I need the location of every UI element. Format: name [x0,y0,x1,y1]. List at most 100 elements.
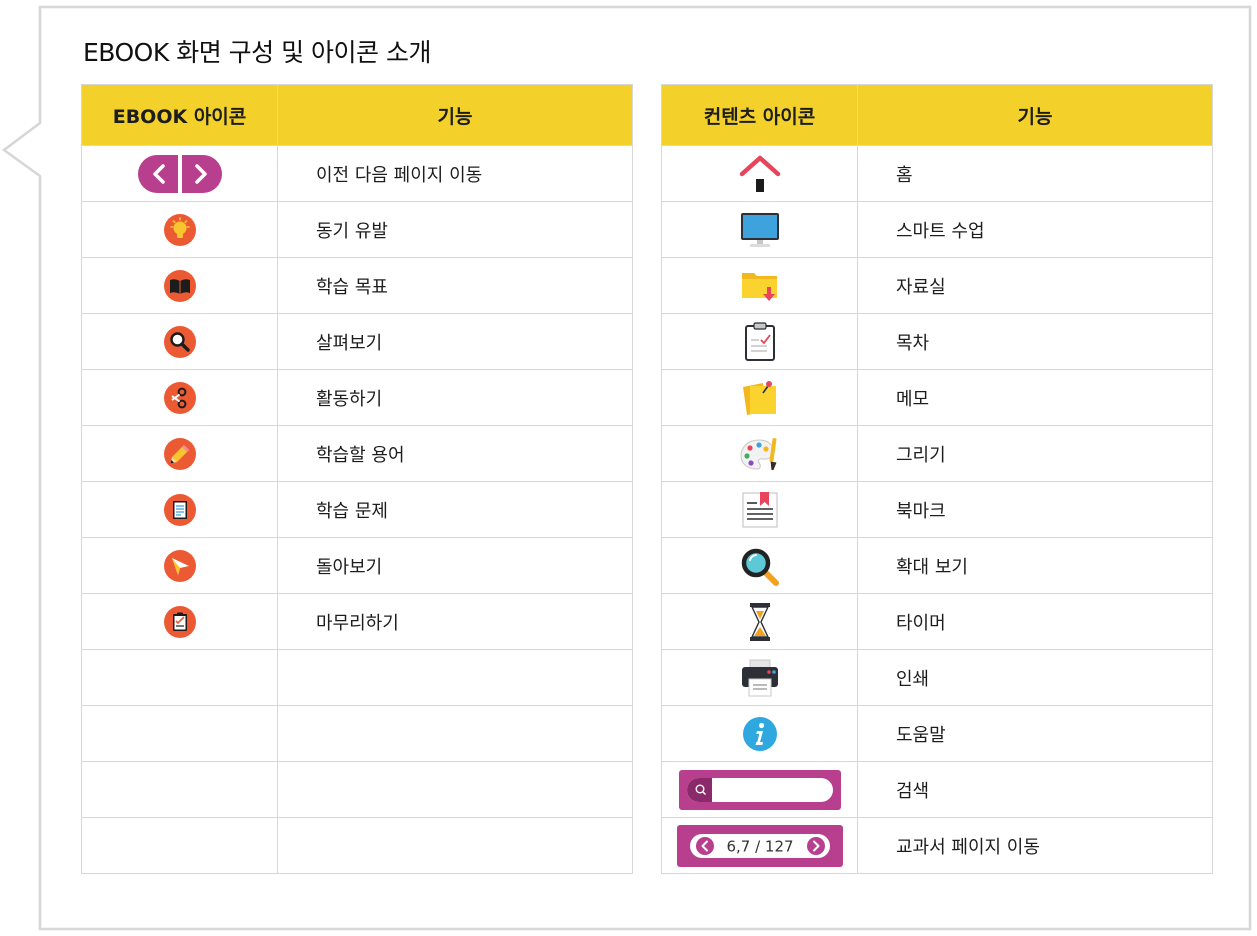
table-row: 인쇄 [661,649,1213,706]
row-label: 인쇄 [857,649,1213,706]
clipboard-icon[interactable] [739,321,781,362]
table-row: 메모 [661,369,1213,426]
icon-cell [81,761,278,818]
row-label: 학습 목표 [277,257,633,314]
magnifier-icon [163,325,196,358]
row-label [277,705,633,762]
row-label: 교과서 페이지 이동 [857,817,1213,874]
icon-cell [661,257,858,314]
icon-cell [661,145,858,202]
table-row: 자료실 [661,257,1213,314]
icon-cell [661,481,858,538]
table-row: 도움말 [661,705,1213,762]
row-label [277,761,633,818]
icon-cell [81,817,278,874]
icon-cell [81,369,278,426]
icon-cell [661,369,858,426]
bookmark-icon[interactable] [739,490,781,530]
zoom-icon[interactable] [739,546,781,586]
row-label: 활동하기 [277,369,633,426]
row-label: 목차 [857,313,1213,370]
content-function-column-header: 기능 [857,84,1213,146]
table-row: 그리기 [661,425,1213,482]
row-label: 검색 [857,761,1213,818]
document-icon [163,493,196,526]
home-icon[interactable] [739,154,781,194]
page-navigator-value: 6,7 / 127 [726,837,793,855]
table-row [81,649,633,706]
lightbulb-icon [163,213,196,246]
content-icon-table: 컨텐츠 아이콘 기능 홈 스마 [661,84,1213,874]
icon-cell [661,705,858,762]
table-row: 6,7 / 127 교과서 페이지 이동 [661,817,1213,874]
row-label: 확대 보기 [857,537,1213,594]
table-row: 돌아보기 [81,537,633,594]
table-row: 홈 [661,145,1213,202]
row-label: 이전 다음 페이지 이동 [277,145,633,202]
page-navigator-icon[interactable]: 6,7 / 127 [676,824,844,868]
icon-cell [81,145,278,202]
hourglass-icon[interactable] [739,602,781,642]
row-label: 도움말 [857,705,1213,762]
ebook-icon-table: EBOOK 아이콘 기능 이전 다음 페이지 이동 [81,84,633,874]
icon-cell [661,649,858,706]
icon-cell [81,425,278,482]
row-label: 북마크 [857,481,1213,538]
icon-cell [661,593,858,650]
monitor-icon[interactable] [739,211,781,249]
icon-cell [81,257,278,314]
search-bar-icon[interactable] [678,769,842,811]
icon-cell [661,201,858,258]
row-label: 학습 문제 [277,481,633,538]
printer-icon[interactable] [739,658,781,698]
content-icon-column-header: 컨텐츠 아이콘 [661,84,858,146]
row-label [277,817,633,874]
icon-cell [81,705,278,762]
row-label [277,649,633,706]
open-book-icon [163,269,196,302]
row-label: 그리기 [857,425,1213,482]
icon-cell [661,425,858,482]
row-label: 메모 [857,369,1213,426]
palette-icon[interactable] [739,434,781,474]
pencil-icon [163,437,196,470]
icon-cell [81,313,278,370]
icon-cell [81,537,278,594]
paper-plane-icon [163,549,196,582]
table-row: 학습 문제 [81,481,633,538]
table-row: 타이머 [661,593,1213,650]
table-row: 이전 다음 페이지 이동 [81,145,633,202]
page-title: EBOOK 화면 구성 및 아이콘 소개 [83,38,432,67]
table-row: 살펴보기 [81,313,633,370]
table-row: 목차 [661,313,1213,370]
icon-cell: 6,7 / 127 [661,817,858,874]
icon-cell [81,593,278,650]
row-label: 살펴보기 [277,313,633,370]
checklist-icon [163,605,196,638]
ebook-table-header-row: EBOOK 아이콘 기능 [81,84,633,146]
icon-cell [81,481,278,538]
row-label: 타이머 [857,593,1213,650]
table-row: 확대 보기 [661,537,1213,594]
table-row: 마무리하기 [81,593,633,650]
row-label: 동기 유발 [277,201,633,258]
content-table-header-row: 컨텐츠 아이콘 기능 [661,84,1213,146]
ebook-icon-column-header: EBOOK 아이콘 [81,84,278,146]
icon-cell [661,537,858,594]
table-row: 동기 유발 [81,201,633,258]
folder-download-icon[interactable] [739,266,781,306]
prev-next-arrows-icon[interactable] [137,154,223,194]
row-label: 돌아보기 [277,537,633,594]
row-label: 자료실 [857,257,1213,314]
icon-cell [81,649,278,706]
table-row: 북마크 [661,481,1213,538]
icon-cell [81,201,278,258]
info-icon[interactable] [739,714,781,754]
row-label: 홈 [857,145,1213,202]
table-row [81,817,633,874]
row-label: 스마트 수업 [857,201,1213,258]
table-row: 학습 목표 [81,257,633,314]
sticky-note-icon[interactable] [739,378,781,418]
ebook-function-column-header: 기능 [277,84,633,146]
table-row: 검색 [661,761,1213,818]
